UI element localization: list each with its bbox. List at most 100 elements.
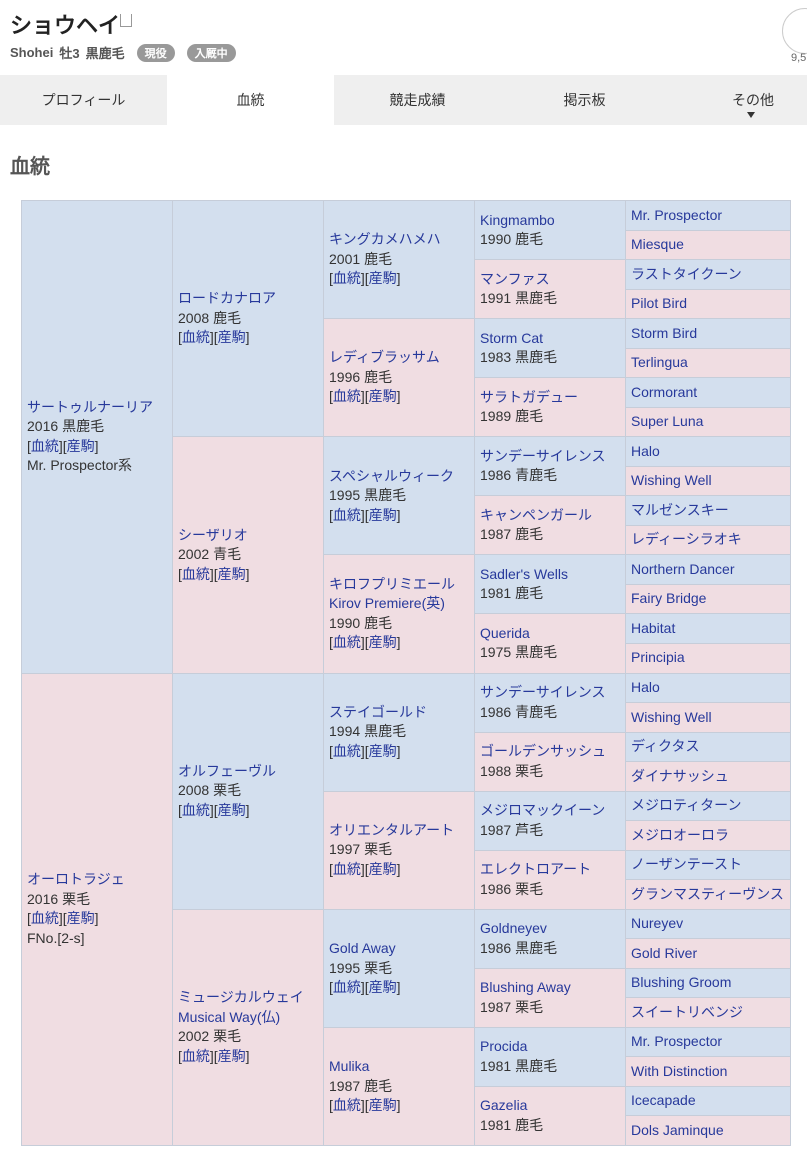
offspring-link[interactable]: 産駒 — [368, 388, 397, 405]
horse-name[interactable]: キングカメハメハ — [329, 231, 441, 248]
pedigree-link[interactable]: 血統 — [332, 634, 361, 651]
horse-name[interactable]: ダイナサッシュ — [631, 767, 729, 784]
horse-name[interactable]: Sadler's Wells — [480, 565, 568, 582]
horse-name[interactable]: マルゼンスキー — [631, 501, 729, 518]
horse-name[interactable]: オーロトラジェ — [27, 871, 125, 888]
offspring-link[interactable]: 産駒 — [217, 565, 246, 582]
pedigree-link[interactable]: 血統 — [332, 860, 361, 877]
horse-name[interactable]: Mr. Prospector — [631, 206, 723, 223]
favorite-button[interactable] — [782, 8, 807, 54]
horse-name[interactable]: Mr. Prospector — [631, 1033, 723, 1050]
horse-name[interactable]: Mulika — [329, 1058, 370, 1075]
horse-name[interactable]: Fairy Bridge — [631, 590, 707, 607]
pedigree-link[interactable]: 血統 — [332, 1097, 361, 1114]
horse-name[interactable]: Cormorant — [631, 383, 698, 400]
horse-name[interactable]: オリエンタルアート — [329, 821, 455, 838]
horse-name[interactable]: メジロティターン — [631, 797, 742, 814]
pedigree-link[interactable]: 血統 — [332, 506, 361, 523]
horse-name[interactable]: Halo — [631, 442, 660, 459]
offspring-link[interactable]: 産駒 — [66, 437, 95, 454]
horse-name[interactable]: Gazelia — [480, 1097, 528, 1114]
pedigree-link[interactable]: 血統 — [30, 437, 59, 454]
horse-name[interactable]: レディーシラオキ — [631, 531, 742, 548]
horse-name[interactable]: Icecapade — [631, 1092, 696, 1109]
horse-name[interactable]: ラストタイクーン — [631, 265, 742, 282]
horse-name[interactable]: Blushing Groom — [631, 974, 732, 991]
offspring-link[interactable]: 産駒 — [368, 634, 397, 651]
horse-name[interactable]: サラトガデュー — [480, 388, 578, 405]
pedigree-link[interactable]: 血統 — [332, 979, 361, 996]
tab[interactable]: 掲示板 — [563, 92, 606, 108]
horse-name[interactable]: Terlingua — [631, 354, 688, 371]
horse-name[interactable]: Kingmambo — [480, 211, 555, 228]
horse-name[interactable]: Principia — [631, 649, 685, 666]
horse-name[interactable]: Gold River — [631, 944, 698, 961]
offspring-link[interactable]: 産駒 — [217, 329, 246, 346]
pedigree-link[interactable]: 血統 — [181, 801, 210, 818]
horse-name[interactable]: サートゥルナーリア — [27, 398, 153, 415]
tab[interactable]: その他 — [668, 75, 807, 125]
offspring-link[interactable]: 産駒 — [368, 270, 397, 287]
horse-name[interactable]: オルフェーヴル — [178, 762, 276, 779]
pedigree-link[interactable]: 血統 — [332, 742, 361, 759]
horse-name[interactable]: ロードカナロア — [178, 290, 276, 307]
horse-name[interactable]: マンファス — [480, 270, 550, 287]
pedigree-link[interactable]: 血統 — [181, 565, 210, 582]
offspring-link[interactable]: 産駒 — [368, 506, 397, 523]
horse-name[interactable]: Northern Dancer — [631, 560, 735, 577]
offspring-link[interactable]: 産駒 — [66, 910, 95, 927]
tab[interactable]: 競走成績 — [389, 92, 446, 108]
horse-name[interactable]: Storm Cat — [480, 329, 544, 346]
horse-name[interactable]: サンデーサイレンス — [480, 684, 606, 701]
horse-name[interactable]: メジロオーロラ — [631, 826, 729, 843]
horse-name[interactable]: With Distinction — [631, 1062, 728, 1079]
horse-name[interactable]: Procida — [480, 1038, 528, 1055]
horse-name[interactable]: Blushing Away — [480, 979, 571, 996]
horse-name[interactable]: キロフプリミエール — [329, 575, 455, 592]
horse-name[interactable]: Wishing Well — [631, 708, 712, 725]
pedigree-link[interactable]: 血統 — [181, 329, 210, 346]
horse-name[interactable]: Miesque — [631, 236, 684, 253]
pedigree-link[interactable]: 血統 — [30, 910, 59, 927]
horse-name[interactable]: レディブラッサム — [329, 349, 440, 366]
offspring-link[interactable]: 産駒 — [217, 1047, 246, 1064]
horse-name[interactable]: ミュージカルウェイ — [178, 989, 304, 1006]
tab[interactable]: 血統 — [167, 75, 334, 125]
offspring-link[interactable]: 産駒 — [217, 801, 246, 818]
horse-name[interactable]: ステイゴールド — [329, 703, 427, 720]
offspring-link[interactable]: 産駒 — [368, 1097, 397, 1114]
horse-name[interactable]: Super Luna — [631, 413, 704, 430]
horse-name[interactable]: Wishing Well — [631, 472, 712, 489]
offspring-link[interactable]: 産駒 — [368, 742, 397, 759]
horse-name[interactable]: キャンペンガール — [480, 506, 592, 523]
horse-name[interactable]: Habitat — [631, 619, 676, 636]
horse-name[interactable]: メジロマックイーン — [480, 802, 606, 819]
horse-name[interactable]: グランマスティーヴンス — [631, 885, 784, 902]
pedigree-link[interactable]: 血統 — [332, 270, 361, 287]
horse-name[interactable]: Goldneyev — [480, 920, 547, 937]
horse-name[interactable]: ゴールデンサッシュ — [480, 743, 606, 760]
horse-name[interactable]: Pilot Bird — [631, 295, 688, 312]
pedigree-link[interactable]: 血統 — [181, 1047, 210, 1064]
horse-name[interactable]: シーザリオ — [178, 526, 248, 543]
horse-name[interactable]: Dols Jaminque — [631, 1121, 724, 1138]
horse-name[interactable]: ディクタス — [631, 738, 700, 755]
horse-name[interactable]: スペシャルウィーク — [329, 467, 455, 484]
horse-info: Cormorant — [631, 383, 697, 403]
horse-name[interactable]: エレクトロアート — [480, 861, 592, 878]
horse-name[interactable]: Querida — [480, 624, 530, 641]
horse-name[interactable]: サンデーサイレンス — [480, 447, 606, 464]
horse-name[interactable]: Storm Bird — [631, 324, 698, 341]
tab[interactable]: プロフィール — [41, 92, 126, 108]
horse-name[interactable]: スイートリベンジ — [631, 1003, 743, 1020]
horse-name-alt[interactable]: Musical Way(仏) — [178, 1008, 281, 1025]
horse-name[interactable]: Gold Away — [329, 940, 396, 957]
horse-name[interactable]: ノーザンテースト — [631, 856, 743, 873]
offspring-link[interactable]: 産駒 — [368, 979, 397, 996]
share-icon[interactable] — [120, 14, 132, 27]
horse-name[interactable]: Nureyev — [631, 915, 684, 932]
offspring-link[interactable]: 産駒 — [368, 860, 397, 877]
horse-name-alt[interactable]: Kirov Premiere(英) — [329, 595, 445, 612]
pedigree-link[interactable]: 血統 — [332, 388, 361, 405]
horse-name[interactable]: Halo — [631, 679, 660, 696]
